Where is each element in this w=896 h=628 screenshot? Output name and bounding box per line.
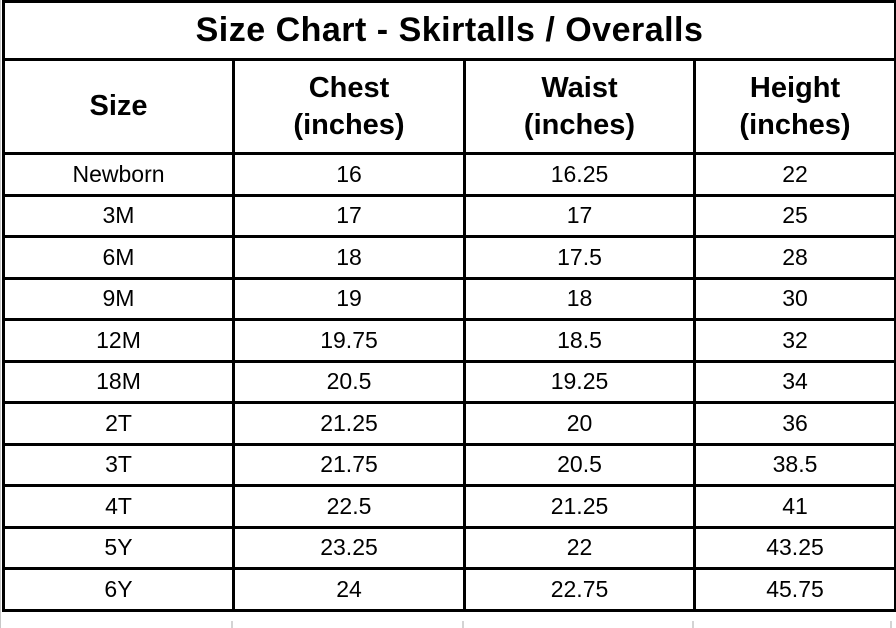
cell-chest: 17 [232, 193, 466, 238]
cell-height: 45.75 [692, 567, 896, 612]
cell-height: 36 [692, 401, 896, 446]
table-body: Newborn 16 16.25 22 3M 17 17 25 6M 18 17.5 28 9M 19 18… [2, 152, 896, 612]
table-row: 6Y 24 22.75 45.75 [2, 567, 896, 612]
cell-waist: 17.5 [463, 235, 696, 280]
cell-waist: 16.25 [463, 152, 696, 197]
cell-chest: 21.25 [232, 401, 466, 446]
table-row: Newborn 16 16.25 22 [2, 152, 896, 197]
cell-waist: 17 [463, 193, 696, 238]
column-header-waist: Waist (inches) [463, 58, 696, 155]
bottom-gridline-artifact [890, 621, 892, 628]
cell-chest: 20.5 [232, 359, 466, 404]
column-header-size: Size [2, 58, 235, 155]
cell-chest: 18 [232, 235, 466, 280]
table-row: 9M 19 18 30 [2, 276, 896, 321]
cell-waist: 18.5 [463, 318, 696, 363]
table-row: 12M 19.75 18.5 32 [2, 318, 896, 363]
cell-height: 34 [692, 359, 896, 404]
column-unit: (inches) [523, 108, 636, 141]
header-row: Size Chest (inches) Waist (inches) Height (inc… [2, 58, 896, 155]
cell-waist: 21.25 [463, 484, 696, 529]
table-row: 6M 18 17.5 28 [2, 235, 896, 280]
cell-size: 9M [2, 276, 235, 321]
cell-waist: 20.5 [463, 442, 696, 487]
cell-size: 3M [2, 193, 235, 238]
cell-chest: 19.75 [232, 318, 466, 363]
table-row: 2T 21.25 20 36 [2, 401, 896, 446]
cell-waist: 22.75 [463, 567, 696, 612]
column-unit: (inches) [293, 108, 405, 141]
cell-height: 43.25 [692, 525, 896, 570]
column-unit: (inches) [739, 108, 851, 141]
cell-height: 22 [692, 152, 896, 197]
cell-height: 25 [692, 193, 896, 238]
cell-size: 6Y [2, 567, 235, 612]
size-chart-table: Size Chart - Skirtalls / Overalls Size Ch… [1, 0, 896, 612]
cell-chest: 23.25 [232, 525, 466, 570]
cell-waist: 18 [463, 276, 696, 321]
column-label: Chest [308, 72, 390, 105]
cell-chest: 24 [232, 567, 466, 612]
column-label: Height [749, 72, 841, 105]
bottom-gridline-artifact [462, 621, 464, 628]
cell-chest: 21.75 [232, 442, 466, 487]
cell-size: 18M [2, 359, 235, 404]
column-label: Waist [541, 72, 618, 105]
column-header-chest: Chest (inches) [232, 58, 466, 155]
table-row: 3M 17 17 25 [2, 193, 896, 238]
chart-title: Size Chart - Skirtalls / Overalls [1, 0, 896, 61]
cell-height: 30 [692, 276, 896, 321]
cell-height: 32 [692, 318, 896, 363]
cell-waist: 19.25 [463, 359, 696, 404]
cell-chest: 16 [232, 152, 466, 197]
column-label: Size [89, 90, 148, 123]
cell-height: 41 [692, 484, 896, 529]
cell-size: 12M [2, 318, 235, 363]
cell-size: 5Y [2, 525, 235, 570]
cell-chest: 22.5 [232, 484, 466, 529]
column-header-height: Height (inches) [692, 58, 896, 155]
cell-waist: 22 [463, 525, 696, 570]
cell-size: Newborn [2, 152, 235, 197]
left-gridline-artifact [0, 0, 1, 628]
cell-size: 2T [2, 401, 235, 446]
cell-size: 3T [2, 442, 235, 487]
cell-chest: 19 [232, 276, 466, 321]
table-row: 18M 20.5 19.25 34 [2, 359, 896, 404]
cell-waist: 20 [463, 401, 696, 446]
bottom-gridline-artifact [692, 621, 694, 628]
cell-size: 4T [2, 484, 235, 529]
table-row: 4T 22.5 21.25 41 [2, 484, 896, 529]
cell-height: 28 [692, 235, 896, 280]
cell-height: 38.5 [692, 442, 896, 487]
table-row: 3T 21.75 20.5 38.5 [2, 442, 896, 487]
title-row: Size Chart - Skirtalls / Overalls [1, 0, 896, 61]
cell-size: 6M [2, 235, 235, 280]
table-row: 5Y 23.25 22 43.25 [2, 525, 896, 570]
bottom-gridline-artifact [231, 621, 233, 628]
